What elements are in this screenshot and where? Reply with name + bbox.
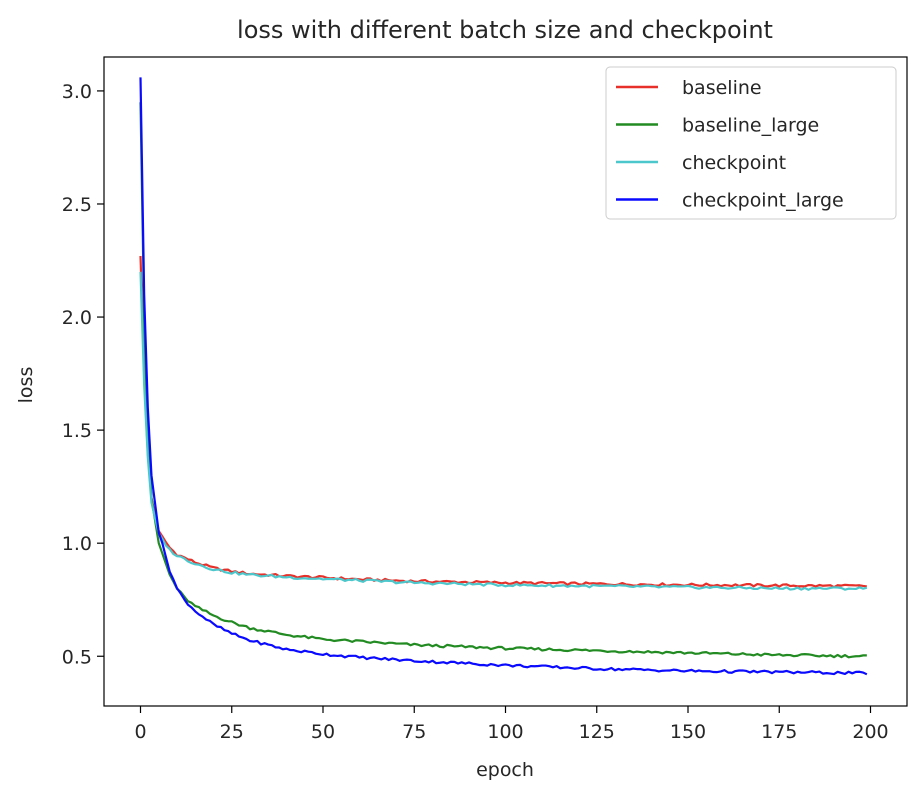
legend-label-baseline-large: baseline_large	[682, 115, 819, 137]
x-tick-label: 100	[487, 721, 523, 743]
x-tick-label: 200	[852, 721, 888, 743]
x-tick-label: 50	[311, 721, 335, 743]
y-tick-label: 2.0	[62, 307, 92, 329]
x-tick-label: 175	[761, 721, 797, 743]
y-axis-title: loss	[15, 367, 37, 404]
x-axis-title: epoch	[476, 759, 534, 781]
plot-area	[139, 77, 868, 676]
x-tick-label: 0	[134, 721, 146, 743]
chart-title: loss with different batch size and check…	[237, 16, 773, 44]
legend-label-baseline: baseline	[682, 77, 762, 99]
y-tick-label: 1.5	[62, 420, 92, 442]
legend: baseline baseline_large checkpoint checkpoi…	[605, 66, 897, 220]
y-axis: 0.5 1.0 1.5 2.0 2.5 3.0	[62, 81, 104, 668]
x-tick-label: 75	[402, 721, 426, 743]
legend-label-checkpoint: checkpoint	[682, 152, 786, 174]
y-tick-label: 0.5	[62, 646, 92, 668]
x-tick-label: 150	[670, 721, 706, 743]
x-axis: 0 25 50 75 100 125 150 175 200	[134, 706, 889, 743]
series-line-baseline-large	[139, 102, 867, 659]
series-line-baseline	[139, 255, 867, 589]
y-tick-label: 2.5	[62, 194, 92, 216]
y-tick-label: 1.0	[62, 533, 92, 555]
x-tick-label: 25	[220, 721, 244, 743]
legend-label-checkpoint-large: checkpoint_large	[682, 190, 844, 212]
y-tick-label: 3.0	[62, 81, 92, 103]
legend-box	[605, 66, 897, 220]
series-line-checkpoint	[139, 271, 868, 591]
x-tick-label: 125	[579, 721, 615, 743]
series-line-checkpoint-large	[139, 77, 868, 676]
